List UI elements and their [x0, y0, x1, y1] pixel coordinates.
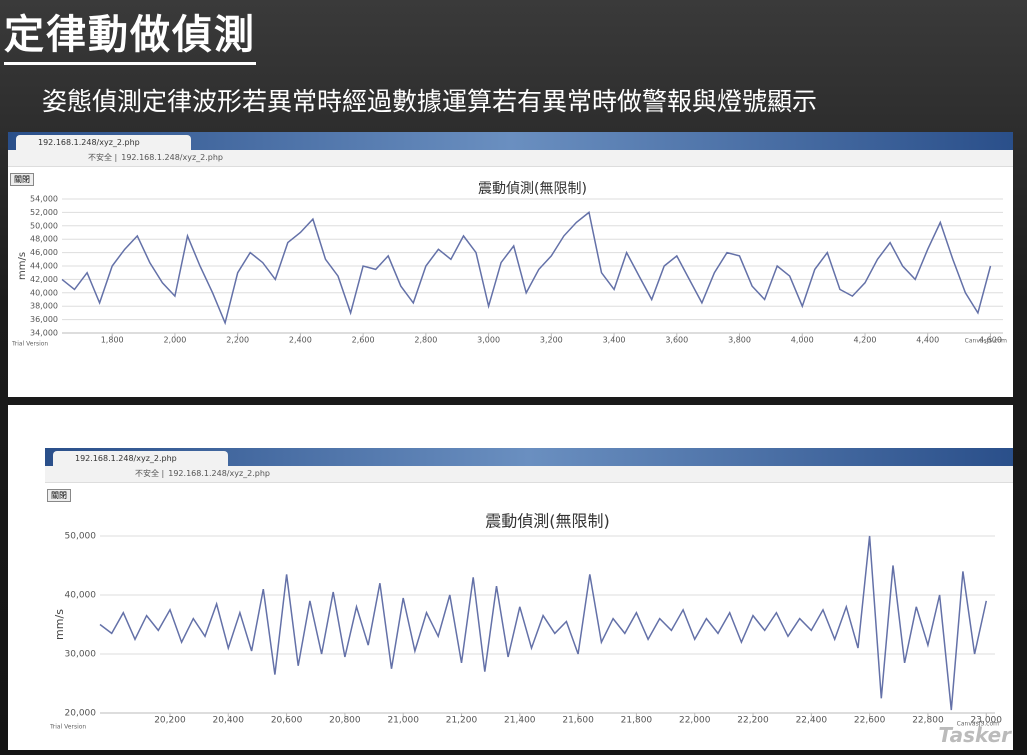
x-tick-label: 1,800 [101, 336, 124, 345]
x-tick-label: 3,600 [665, 336, 688, 345]
x-tick-label: 2,800 [414, 336, 437, 345]
chart-title: 震動偵測(無限制) [485, 512, 610, 531]
x-tick-label: 4,000 [791, 336, 814, 345]
tab[interactable]: 192.168.1.248/xyz_2.php [53, 451, 228, 466]
close-button[interactable]: 關閉 [10, 173, 34, 186]
slide-subtitle: 姿態偵測定律波形若異常時經過數據運算若有異常時做警報與燈號顯示 [42, 87, 818, 116]
x-tick-label: 22,000 [679, 716, 711, 726]
data-line [99, 535, 988, 711]
security-label: 不安全 | [88, 153, 118, 162]
tab[interactable]: 192.168.1.248/xyz_2.php [16, 135, 191, 150]
x-tick-label: 22,400 [796, 716, 828, 726]
tab-bar: 192.168.1.248/xyz_2.php [45, 448, 1013, 466]
x-tick-label: 20,400 [213, 716, 245, 726]
address-bar[interactable]: 不安全 | 192.168.1.248/xyz_2.php [45, 466, 1013, 483]
x-tick-label: 22,200 [737, 716, 769, 726]
x-tick-label: 22,600 [854, 716, 886, 726]
credit: Trial Version [49, 724, 86, 731]
y-tick-label: 48,000 [30, 235, 58, 244]
x-tick-label: 2,600 [352, 336, 375, 345]
credit: CanvasJS.com [965, 338, 1007, 345]
y-tick-label: 44,000 [30, 262, 58, 271]
address-bar[interactable]: 不安全 | 192.168.1.248/xyz_2.php [8, 150, 1013, 167]
url: 192.168.1.248/xyz_2.php [168, 469, 270, 478]
slide-title: 定律動做偵測 [4, 2, 256, 65]
credit: CanvasJS.com [957, 721, 999, 728]
y-tick-label: 34,000 [30, 329, 58, 338]
x-tick-label: 3,200 [540, 336, 563, 345]
y-tick-label: 42,000 [30, 275, 58, 284]
chart-title: 震動偵測(無限制) [478, 181, 587, 197]
y-tick-label: 20,000 [65, 709, 97, 719]
credit: Trial Version [11, 341, 48, 348]
y-tick-label: 46,000 [30, 248, 58, 257]
y-tick-label: 50,000 [30, 221, 58, 230]
x-tick-label: 23,000 [971, 716, 1003, 726]
y-axis-title: mm/s [17, 252, 28, 280]
y-tick-label: 54,000 [30, 195, 58, 204]
y-tick-label: 40,000 [65, 591, 97, 601]
x-tick-label: 20,800 [329, 716, 361, 726]
y-tick-label: 40,000 [30, 288, 58, 297]
x-tick-label: 21,000 [387, 716, 419, 726]
watermark: Tasker [938, 723, 1011, 747]
x-tick-label: 21,400 [504, 716, 536, 726]
y-axis-title: mm/s [53, 609, 66, 640]
security-label: 不安全 | [135, 469, 165, 478]
x-tick-label: 4,400 [916, 336, 939, 345]
y-tick-label: 50,000 [65, 532, 97, 542]
y-tick-label: 30,000 [65, 650, 97, 660]
browser-window: 192.168.1.248/xyz_2.php 不安全 | 192.168.1.2… [8, 132, 1013, 397]
y-tick-label: 36,000 [30, 315, 58, 324]
close-button[interactable]: 關閉 [47, 489, 71, 502]
x-tick-label: 3,000 [477, 336, 500, 345]
x-tick-label: 20,600 [271, 716, 303, 726]
x-tick-label: 21,200 [446, 716, 478, 726]
x-tick-label: 4,200 [854, 336, 877, 345]
x-tick-label: 2,200 [226, 336, 249, 345]
x-tick-label: 2,400 [289, 336, 312, 345]
x-tick-label: 21,600 [562, 716, 594, 726]
url: 192.168.1.248/xyz_2.php [121, 153, 223, 162]
x-tick-label: 2,000 [163, 336, 186, 345]
x-tick-label: 3,800 [728, 336, 751, 345]
tab-bar: 192.168.1.248/xyz_2.php [8, 132, 1013, 150]
y-tick-label: 52,000 [30, 208, 58, 217]
y-tick-label: 38,000 [30, 302, 58, 311]
x-tick-label: 22,800 [912, 716, 944, 726]
x-tick-label: 4,600 [979, 336, 1002, 345]
x-tick-label: 3,400 [603, 336, 626, 345]
data-line [61, 211, 992, 326]
x-tick-label: 20,200 [154, 716, 186, 726]
x-tick-label: 21,800 [621, 716, 653, 726]
browser-window: 192.168.1.248/xyz_2.php 不安全 | 192.168.1.2… [45, 448, 1013, 750]
